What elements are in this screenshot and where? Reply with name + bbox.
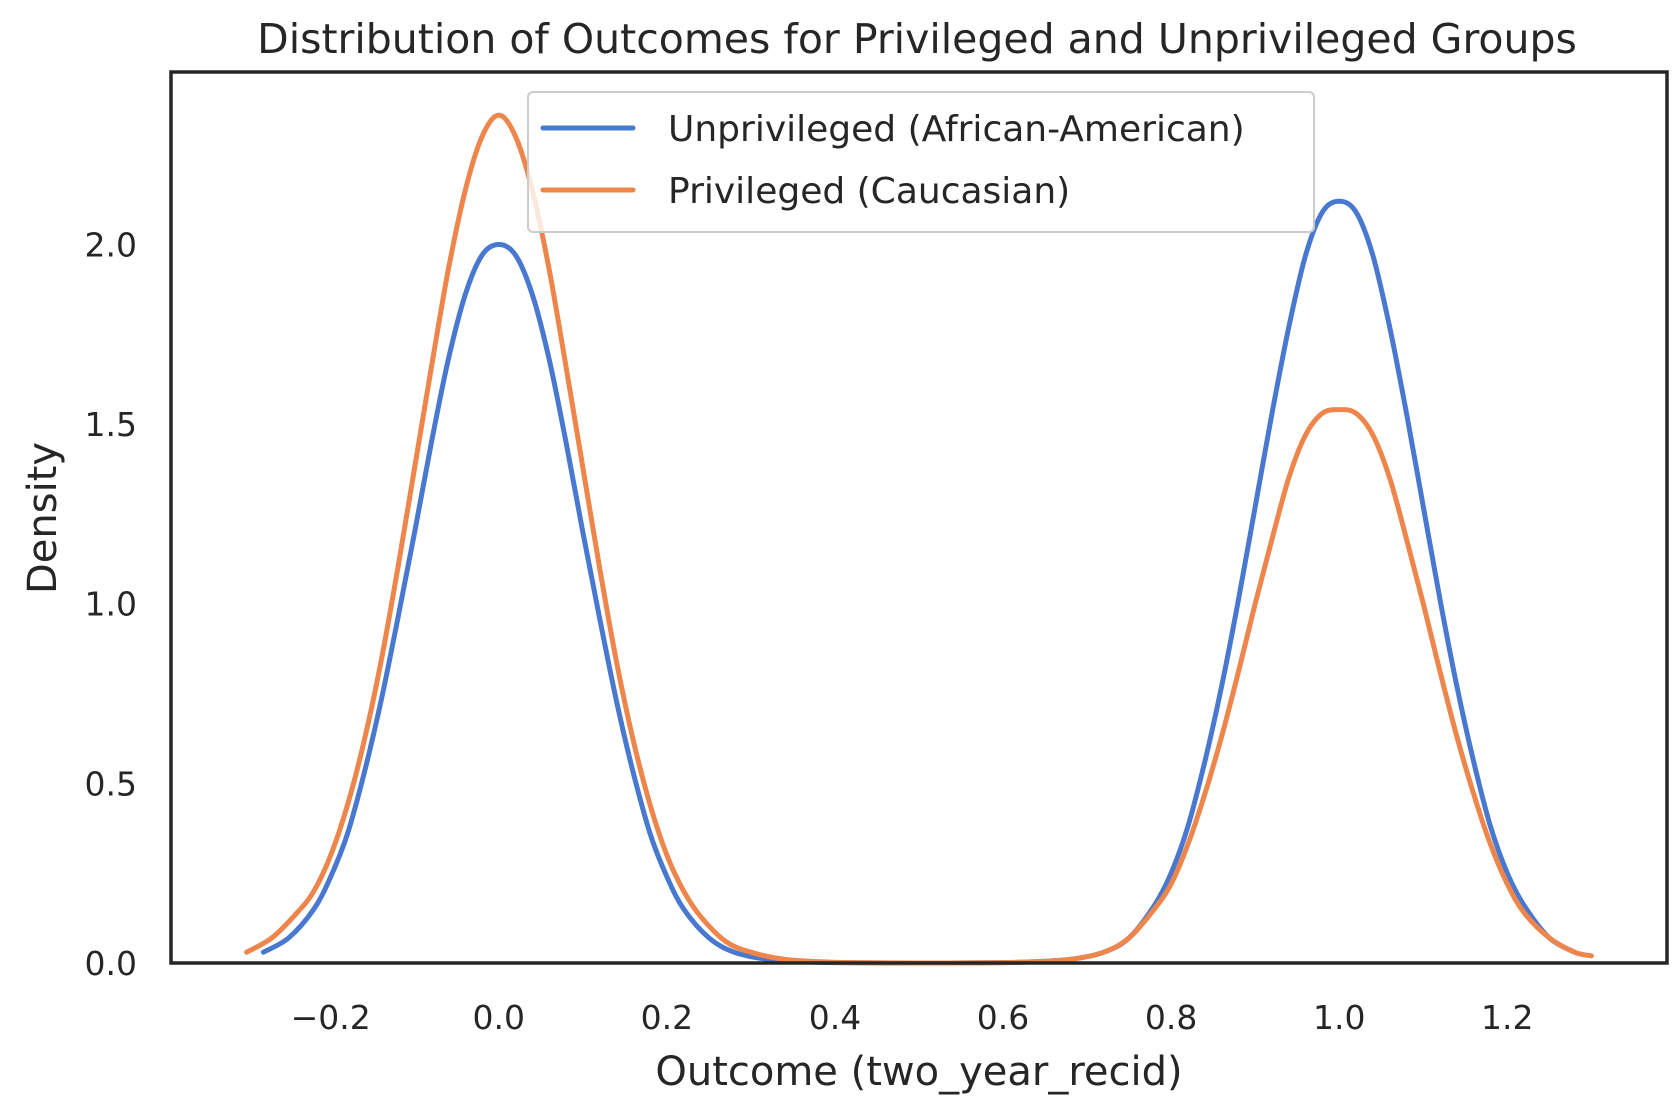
x-tick-label: 0.0: [473, 998, 525, 1037]
x-tick-label: 0.4: [809, 998, 861, 1037]
y-tick-label: 0.0: [85, 944, 137, 983]
legend-label-unprivileged: Unprivileged (African-American): [668, 109, 1245, 150]
chart-title: Distribution of Outcomes for Privileged …: [257, 15, 1577, 63]
x-tick-label: 0.2: [641, 998, 693, 1037]
y-axis-label: Density: [20, 442, 66, 594]
y-axis-ticks: 0.0 0.5 1.0 1.5 2.0: [85, 226, 137, 984]
x-axis-ticks: −0.2 0.0 0.2 0.4 0.6 0.8 1.0 1.2: [291, 998, 1534, 1037]
y-tick-label: 2.0: [85, 226, 137, 265]
y-tick-label: 1.0: [85, 585, 137, 624]
x-axis-label: Outcome (two_year_recid): [655, 1049, 1182, 1095]
x-tick-label: 1.2: [1481, 998, 1533, 1037]
x-tick-label: 0.6: [977, 998, 1029, 1037]
plot-frame: [169, 70, 1669, 965]
x-tick-label: 0.8: [1145, 998, 1197, 1037]
x-tick-label: −0.2: [291, 998, 371, 1037]
y-tick-label: 1.5: [85, 405, 137, 444]
legend-label-privileged: Privileged (Caucasian): [668, 171, 1070, 212]
y-tick-label: 0.5: [85, 764, 137, 803]
x-tick-label: 1.0: [1313, 998, 1365, 1037]
legend-box: [527, 91, 1315, 233]
legend: Unprivileged (African-American) Privileg…: [527, 91, 1315, 233]
